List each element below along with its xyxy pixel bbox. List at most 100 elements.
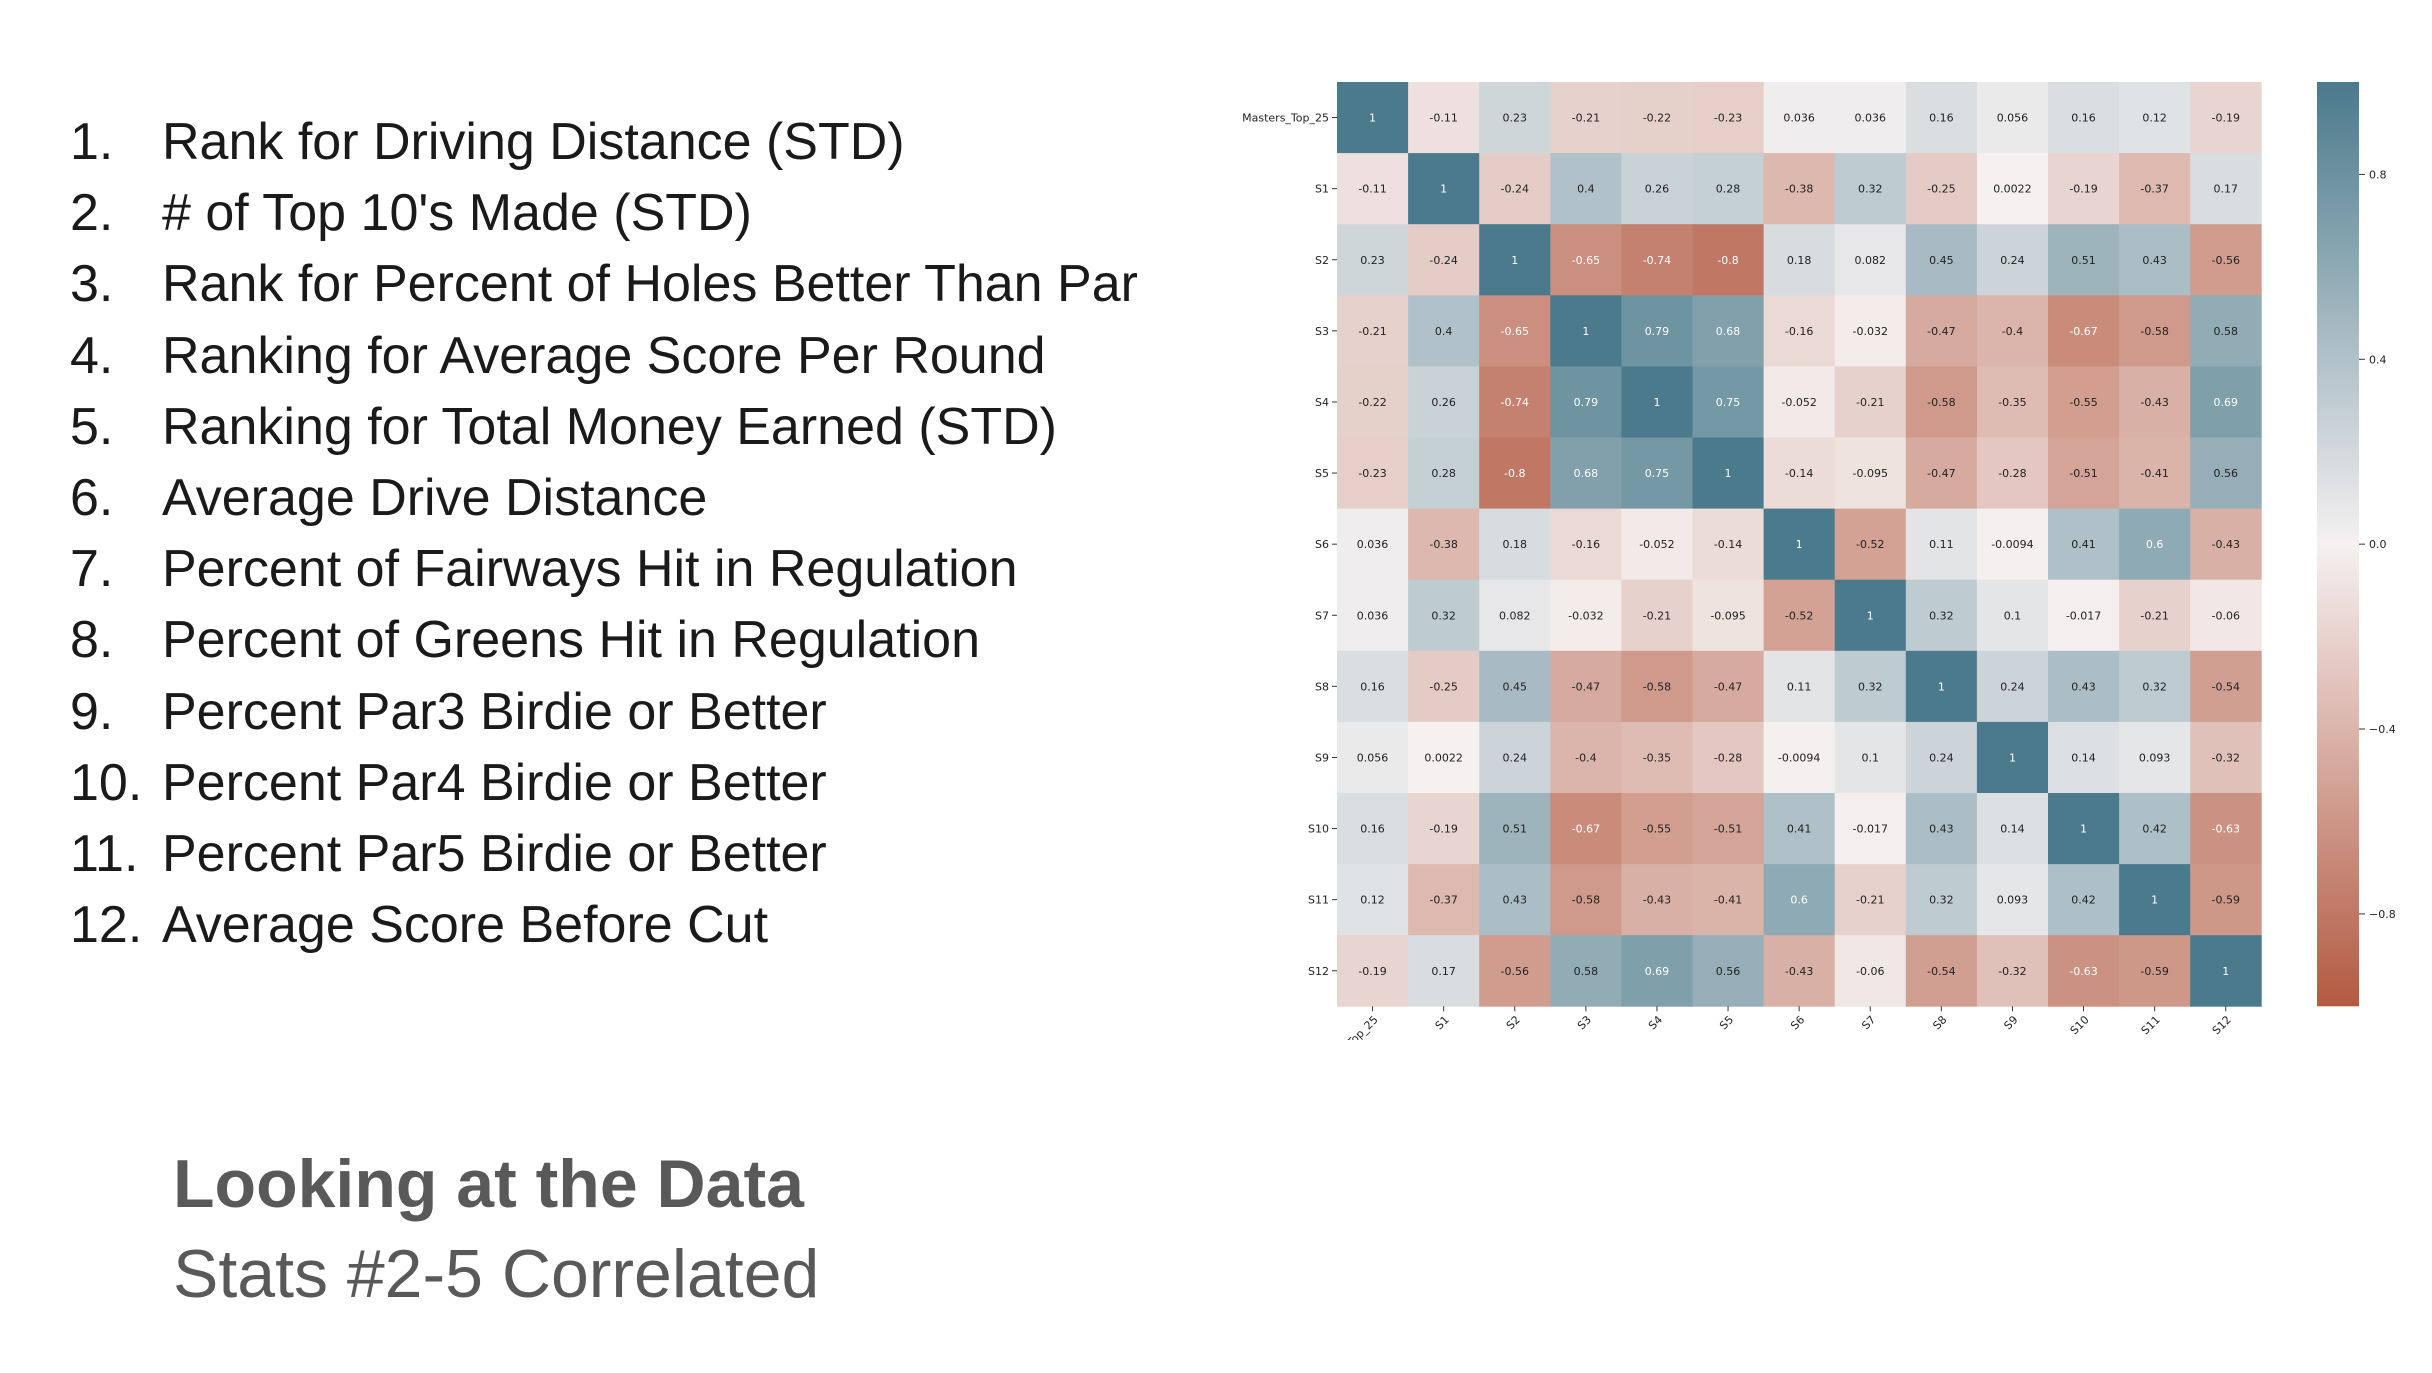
heatmap-cell-label: -0.54 (2212, 680, 2240, 693)
heatmap-cell (2048, 366, 2120, 438)
stat-item: 4. Ranking for Average Score Per Round (70, 326, 1210, 397)
heatmap-cell (1621, 650, 1693, 723)
slide-subtitle: Stats #2-5 Correlated (173, 1236, 820, 1312)
heatmap-cell (2119, 793, 2191, 865)
heatmap-cell (1905, 793, 1978, 865)
stat-number: 6. (70, 468, 114, 527)
heatmap-cell-label: -0.017 (2066, 609, 2101, 622)
heatmap-cell-label: -0.52 (1856, 538, 1884, 551)
heatmap-cell-label: -0.67 (1572, 823, 1600, 836)
heatmap-cell-label: 0.18 (1503, 538, 1528, 551)
stat-label: Percent of Greens Hit in Regulation (162, 611, 980, 670)
stat-item: 5. Ranking for Total Money Earned (STD) (70, 397, 1210, 468)
heatmap-cell-label: -0.23 (1358, 467, 1386, 480)
heatmap-cell (1408, 721, 1480, 794)
heatmap-cell (1337, 224, 1409, 296)
heatmap-cell-label: 0.6 (2146, 538, 2164, 551)
y-tick-label: S8 (1315, 680, 1329, 693)
heatmap-cell-label: -0.28 (1998, 467, 2026, 480)
heatmap-cell-label: -0.63 (2212, 823, 2240, 836)
stat-label: Percent Par3 Birdie or Better (162, 682, 827, 741)
heatmap-cell-label: -0.21 (1643, 609, 1671, 622)
heatmap-cell-label: -0.47 (1714, 680, 1742, 693)
heatmap-cell-label: 0.79 (1645, 325, 1670, 338)
heatmap-cell-label: 0.24 (1929, 751, 1954, 764)
heatmap-cell-label: 1 (1369, 112, 1376, 125)
heatmap-cell-label: -0.52 (1785, 609, 1813, 622)
heatmap-cell (1408, 650, 1480, 723)
heatmap-cell (1479, 508, 1551, 581)
stat-label: # of Top 10's Made (STD) (162, 184, 752, 243)
stat-label: Rank for Percent of Holes Better Than Pa… (162, 255, 1138, 314)
heatmap-cell-label: 0.75 (1645, 467, 1670, 480)
heatmap-cell (1834, 650, 1907, 723)
heatmap-cell-label: 0.23 (1503, 112, 1528, 125)
heatmap-cell (1550, 864, 1622, 936)
heatmap-cell-label: 0.082 (1855, 254, 1887, 267)
heatmap-cell (1763, 224, 1836, 296)
heatmap-cell (2119, 864, 2191, 936)
heatmap-cell (2048, 508, 2120, 581)
heatmap-cell-label: -0.58 (1572, 894, 1600, 907)
heatmap-cell-label: 0.16 (1360, 823, 1385, 836)
colorbar-tick-label: 0.0 (2369, 538, 2387, 551)
heatmap-cell-label: 0.68 (1574, 467, 1599, 480)
stat-label: Average Drive Distance (162, 468, 708, 527)
heatmap-cell-label: 0.16 (2071, 112, 2096, 125)
heatmap-cell-label: -0.41 (2140, 467, 2168, 480)
heatmap-cell-label: 0.24 (2000, 680, 2025, 693)
stat-label: Average Score Before Cut (162, 896, 769, 955)
stat-number: 10. (70, 753, 143, 812)
heatmap-cell-label: 0.69 (2214, 396, 2239, 409)
stat-number: 9. (70, 682, 114, 741)
stat-label: Percent Par4 Birdie or Better (162, 753, 827, 812)
heatmap-cell-label: -0.56 (2212, 254, 2240, 267)
heatmap-cell (1621, 437, 1693, 509)
heatmap-cell-label: -0.65 (1501, 325, 1529, 338)
heatmap-cell (1905, 650, 1978, 723)
heatmap-cell (1408, 793, 1480, 865)
heatmap-cell (1550, 224, 1622, 296)
heatmap-cell (1692, 153, 1764, 225)
heatmap-cell (1479, 153, 1551, 225)
heatmap-cell-label: 0.58 (1574, 965, 1599, 978)
heatmap-cell-label: -0.19 (2069, 183, 2097, 196)
x-tick-label: S10 (2068, 1013, 2092, 1037)
heatmap-cell (2190, 437, 2262, 509)
x-tick-label: S2 (1504, 1013, 1523, 1032)
x-tick-label: S4 (1646, 1013, 1665, 1032)
heatmap-cell (1479, 82, 1551, 154)
heatmap-cell (1976, 366, 2049, 438)
heatmap-cell (1905, 295, 1978, 367)
heatmap-cell-label: 0.6 (1790, 894, 1808, 907)
heatmap-cell-label: 0.45 (1929, 254, 1954, 267)
heatmap-cell (1763, 82, 1836, 154)
heatmap-cell-label: -0.37 (2140, 183, 2168, 196)
heatmap-cell (1408, 508, 1480, 581)
stat-label: Percent Par5 Birdie or Better (162, 824, 827, 883)
y-tick-label: S6 (1315, 538, 1329, 551)
heatmap-cell (1834, 224, 1907, 296)
heatmap-cell (1550, 508, 1622, 581)
heatmap-cell (1692, 721, 1764, 794)
heatmap-cell-label: -0.032 (1853, 325, 1888, 338)
heatmap-cell (1905, 508, 1978, 581)
heatmap-cell-label: -0.43 (1785, 965, 1813, 978)
heatmap-cell-label: -0.11 (1358, 183, 1386, 196)
heatmap-cell (1479, 935, 1551, 1007)
heatmap-cell (1337, 295, 1409, 367)
heatmap-cell-label: 0.17 (2214, 183, 2239, 196)
heatmap-cell (1550, 793, 1622, 865)
heatmap-cell (1408, 82, 1480, 154)
heatmap-cell-label: -0.63 (2069, 965, 2097, 978)
heatmap-cell-label: 0.51 (2071, 254, 2096, 267)
x-tick-label: S12 (2210, 1013, 2234, 1037)
heatmap-cell-label: -0.22 (1643, 112, 1671, 125)
heatmap-cell-label: 0.082 (1499, 609, 1531, 622)
heatmap-cell-label: 0.75 (1716, 396, 1741, 409)
heatmap-cell-label: 1 (2151, 894, 2158, 907)
heatmap-cell (1408, 153, 1480, 225)
heatmap-cell (1692, 935, 1764, 1007)
heatmap-cell-label: -0.38 (1429, 538, 1457, 551)
heatmap-cell-label: -0.032 (1568, 609, 1603, 622)
